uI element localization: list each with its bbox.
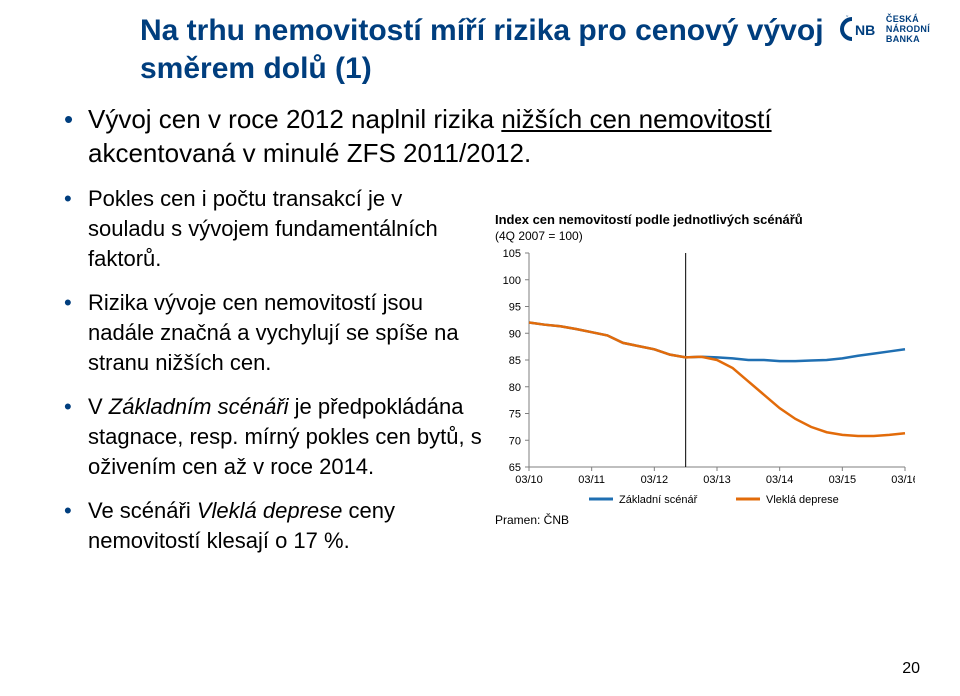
svg-text:03/14: 03/14 <box>766 474 794 486</box>
svg-text:90: 90 <box>509 328 521 340</box>
cnb-logo: NB ˇ ČESKÁ NÁRODNÍ BANKA <box>838 14 930 44</box>
svg-text:80: 80 <box>509 382 521 394</box>
sub-bullet-2: Rizika vývoje cen nemovitostí jsou nadál… <box>60 288 485 378</box>
logo-sub1: ČESKÁ <box>886 14 930 24</box>
svg-text:03/15: 03/15 <box>829 474 857 486</box>
page-number: 20 <box>902 660 920 678</box>
svg-text:03/10: 03/10 <box>515 474 543 486</box>
left-column: Pokles cen i počtu transakcí je v soulad… <box>60 184 495 570</box>
svg-text:Základní scénář: Základní scénář <box>619 494 698 506</box>
svg-text:70: 70 <box>509 435 521 447</box>
svg-text:03/13: 03/13 <box>703 474 731 486</box>
svg-text:95: 95 <box>509 302 521 314</box>
svg-text:100: 100 <box>503 275 521 287</box>
svg-text:NB: NB <box>855 22 875 38</box>
chart-subtitle: (4Q 2007 = 100) <box>495 229 920 243</box>
line-chart: 65 70 75 80 85 90 95 100 105 03/10 03/11 03/12 03/13… <box>495 247 915 507</box>
slide-title: Na trhu nemovitostí míří rizika pro ceno… <box>140 12 860 88</box>
chart-title: Index cen nemovitostí podle jednotlivých… <box>495 212 920 227</box>
svg-text:75: 75 <box>509 409 521 421</box>
svg-text:65: 65 <box>509 462 521 474</box>
bullet-list: Vývoj cen v roce 2012 naplnil rizika niž… <box>60 102 920 170</box>
svg-text:85: 85 <box>509 355 521 367</box>
right-column: Index cen nemovitostí podle jednotlivých… <box>495 184 920 570</box>
svg-text:105: 105 <box>503 248 521 260</box>
bullet-1: Vývoj cen v roce 2012 naplnil rizika niž… <box>60 102 920 170</box>
sub-bullet-1: Pokles cen i počtu transakcí je v soulad… <box>60 184 485 274</box>
svg-text:Vleklá deprese: Vleklá deprese <box>766 494 839 506</box>
logo-sub2: NÁRODNÍ <box>886 24 930 34</box>
svg-text:03/12: 03/12 <box>641 474 669 486</box>
chart-source: Pramen: ČNB <box>495 513 920 527</box>
slide: NB ˇ ČESKÁ NÁRODNÍ BANKA Na trhu nemovit… <box>0 0 960 696</box>
svg-text:03/11: 03/11 <box>578 474 605 486</box>
sub-bullet-3: V Základním scénáři je předpokládána sta… <box>60 392 485 482</box>
sub-bullet-4: Ve scénáři Vleklá deprese ceny nemovitos… <box>60 496 485 556</box>
svg-text:03/16: 03/16 <box>891 474 915 486</box>
logo-sub3: BANKA <box>886 34 930 44</box>
